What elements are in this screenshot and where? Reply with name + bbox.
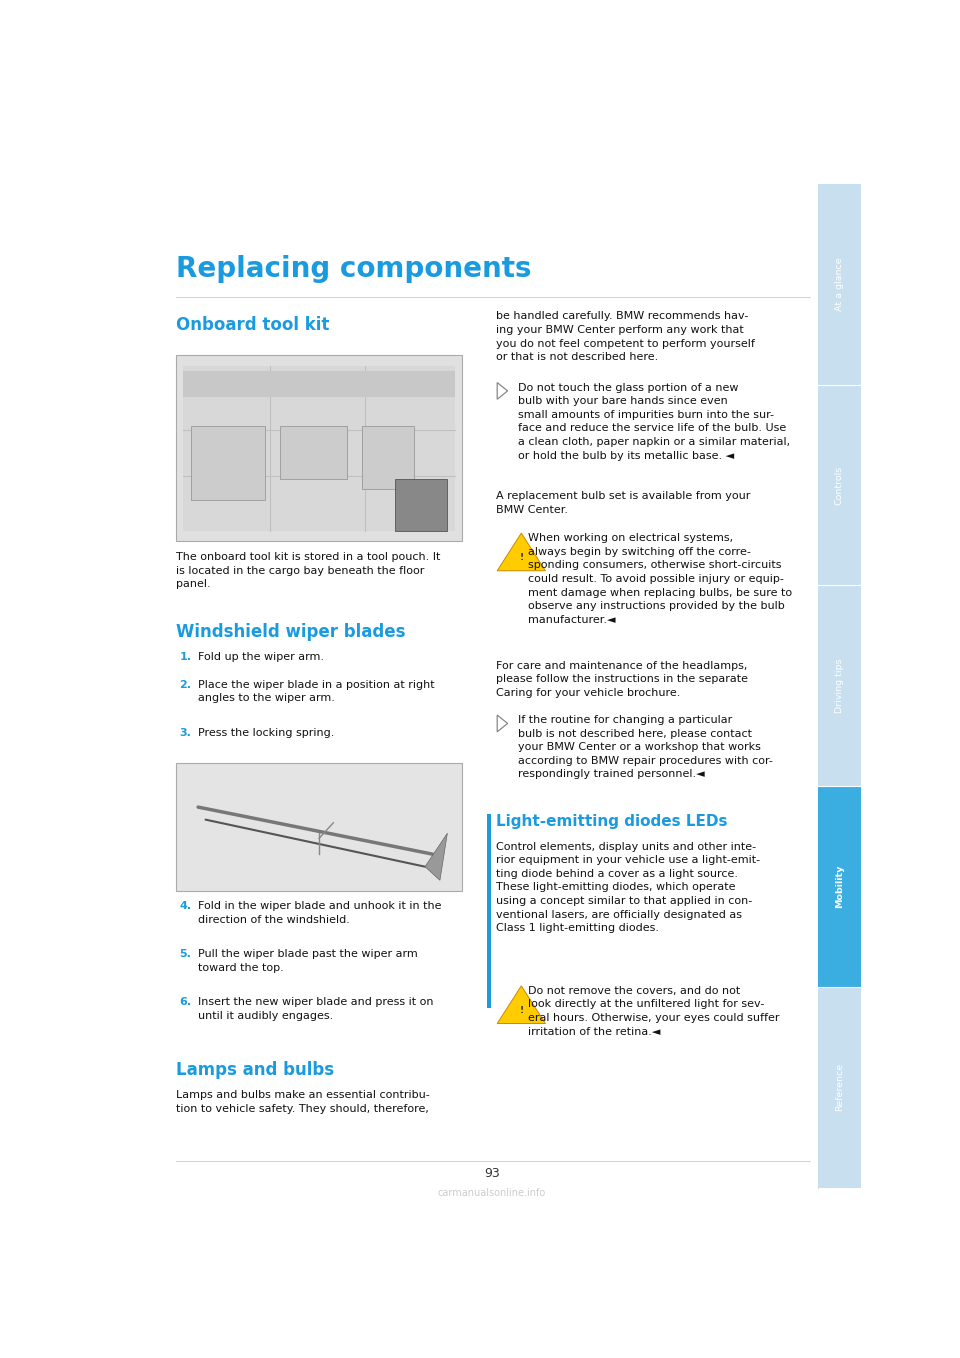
FancyBboxPatch shape bbox=[280, 426, 347, 479]
Text: be handled carefully. BMW recommends hav-
ing your BMW Center perform any work t: be handled carefully. BMW recommends hav… bbox=[495, 311, 755, 363]
Text: !: ! bbox=[519, 553, 523, 562]
Text: 2.: 2. bbox=[180, 679, 192, 690]
Text: 3.: 3. bbox=[180, 728, 191, 737]
Text: Mobility: Mobility bbox=[835, 865, 844, 909]
Text: A replacement bulb set is available from your
BMW Center.: A replacement bulb set is available from… bbox=[495, 492, 750, 515]
Text: 93: 93 bbox=[484, 1167, 500, 1180]
Text: Driving tips: Driving tips bbox=[835, 659, 844, 713]
Text: For care and maintenance of the headlamps,
please follow the instructions in the: For care and maintenance of the headlamp… bbox=[495, 661, 748, 698]
Polygon shape bbox=[497, 716, 508, 732]
Text: Do not touch the glass portion of a new
bulb with your bare hands since even
sma: Do not touch the glass portion of a new … bbox=[518, 383, 790, 460]
Text: carmanualsonline.info: carmanualsonline.info bbox=[438, 1188, 546, 1198]
Text: Press the locking spring.: Press the locking spring. bbox=[198, 728, 334, 737]
FancyBboxPatch shape bbox=[818, 585, 861, 786]
FancyBboxPatch shape bbox=[396, 479, 447, 531]
Polygon shape bbox=[497, 383, 508, 399]
Text: Windshield wiper blades: Windshield wiper blades bbox=[176, 623, 405, 641]
Text: The onboard tool kit is stored in a tool pouch. It
is located in the cargo bay b: The onboard tool kit is stored in a tool… bbox=[176, 551, 441, 589]
FancyBboxPatch shape bbox=[818, 384, 861, 585]
FancyBboxPatch shape bbox=[362, 426, 414, 489]
Text: Fold in the wiper blade and unhook it in the
direction of the windshield.: Fold in the wiper blade and unhook it in… bbox=[198, 902, 442, 925]
FancyBboxPatch shape bbox=[183, 365, 455, 531]
Text: !: ! bbox=[519, 1006, 523, 1014]
Text: Lamps and bulbs make an essential contribu-
tion to vehicle safety. They should,: Lamps and bulbs make an essential contri… bbox=[176, 1090, 429, 1114]
Text: Controls: Controls bbox=[835, 466, 844, 505]
Text: If the routine for changing a particular
bulb is not described here, please cont: If the routine for changing a particular… bbox=[518, 716, 773, 779]
Text: 4.: 4. bbox=[180, 902, 192, 911]
FancyBboxPatch shape bbox=[818, 786, 861, 987]
FancyBboxPatch shape bbox=[191, 426, 265, 500]
Text: Insert the new wiper blade and press it on
until it audibly engages.: Insert the new wiper blade and press it … bbox=[198, 997, 434, 1021]
Text: Light-emitting diodes LEDs: Light-emitting diodes LEDs bbox=[495, 815, 728, 830]
Text: At a glance: At a glance bbox=[835, 258, 844, 311]
Text: Onboard tool kit: Onboard tool kit bbox=[176, 315, 329, 334]
Text: 5.: 5. bbox=[180, 949, 191, 959]
FancyBboxPatch shape bbox=[176, 356, 463, 542]
Text: Lamps and bulbs: Lamps and bulbs bbox=[176, 1061, 334, 1080]
FancyBboxPatch shape bbox=[176, 763, 463, 891]
Polygon shape bbox=[425, 834, 447, 880]
FancyBboxPatch shape bbox=[818, 183, 861, 384]
Text: Place the wiper blade in a position at right
angles to the wiper arm.: Place the wiper blade in a position at r… bbox=[198, 679, 435, 703]
Text: When working on electrical systems,
always begin by switching off the corre-
spo: When working on electrical systems, alwa… bbox=[528, 534, 793, 625]
Polygon shape bbox=[497, 534, 545, 570]
Text: Control elements, display units and other inte-
rior equipment in your vehicle u: Control elements, display units and othe… bbox=[495, 842, 760, 933]
Text: 1.: 1. bbox=[180, 652, 192, 663]
Polygon shape bbox=[497, 986, 545, 1024]
FancyBboxPatch shape bbox=[487, 815, 491, 1008]
Text: Do not remove the covers, and do not
look directly at the unfiltered light for s: Do not remove the covers, and do not loo… bbox=[528, 986, 780, 1036]
FancyBboxPatch shape bbox=[818, 987, 861, 1188]
Text: Pull the wiper blade past the wiper arm
toward the top.: Pull the wiper blade past the wiper arm … bbox=[198, 949, 418, 972]
Text: Reference: Reference bbox=[835, 1063, 844, 1111]
FancyBboxPatch shape bbox=[183, 371, 455, 397]
Text: 6.: 6. bbox=[180, 997, 192, 1008]
Text: Fold up the wiper arm.: Fold up the wiper arm. bbox=[198, 652, 324, 663]
Text: Replacing components: Replacing components bbox=[176, 255, 531, 282]
